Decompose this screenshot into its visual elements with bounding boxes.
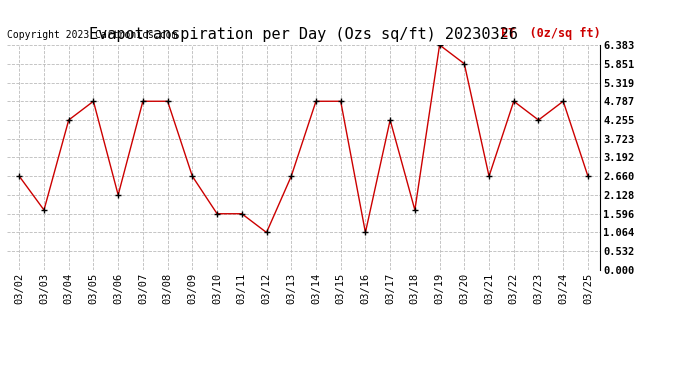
Text: Copyright 2023 Cartronics.com: Copyright 2023 Cartronics.com <box>7 30 177 40</box>
Text: ET  (0z/sq ft): ET (0z/sq ft) <box>500 27 600 40</box>
Title: Evapotranspiration per Day (Ozs sq/ft) 20230326: Evapotranspiration per Day (Ozs sq/ft) 2… <box>89 27 518 42</box>
